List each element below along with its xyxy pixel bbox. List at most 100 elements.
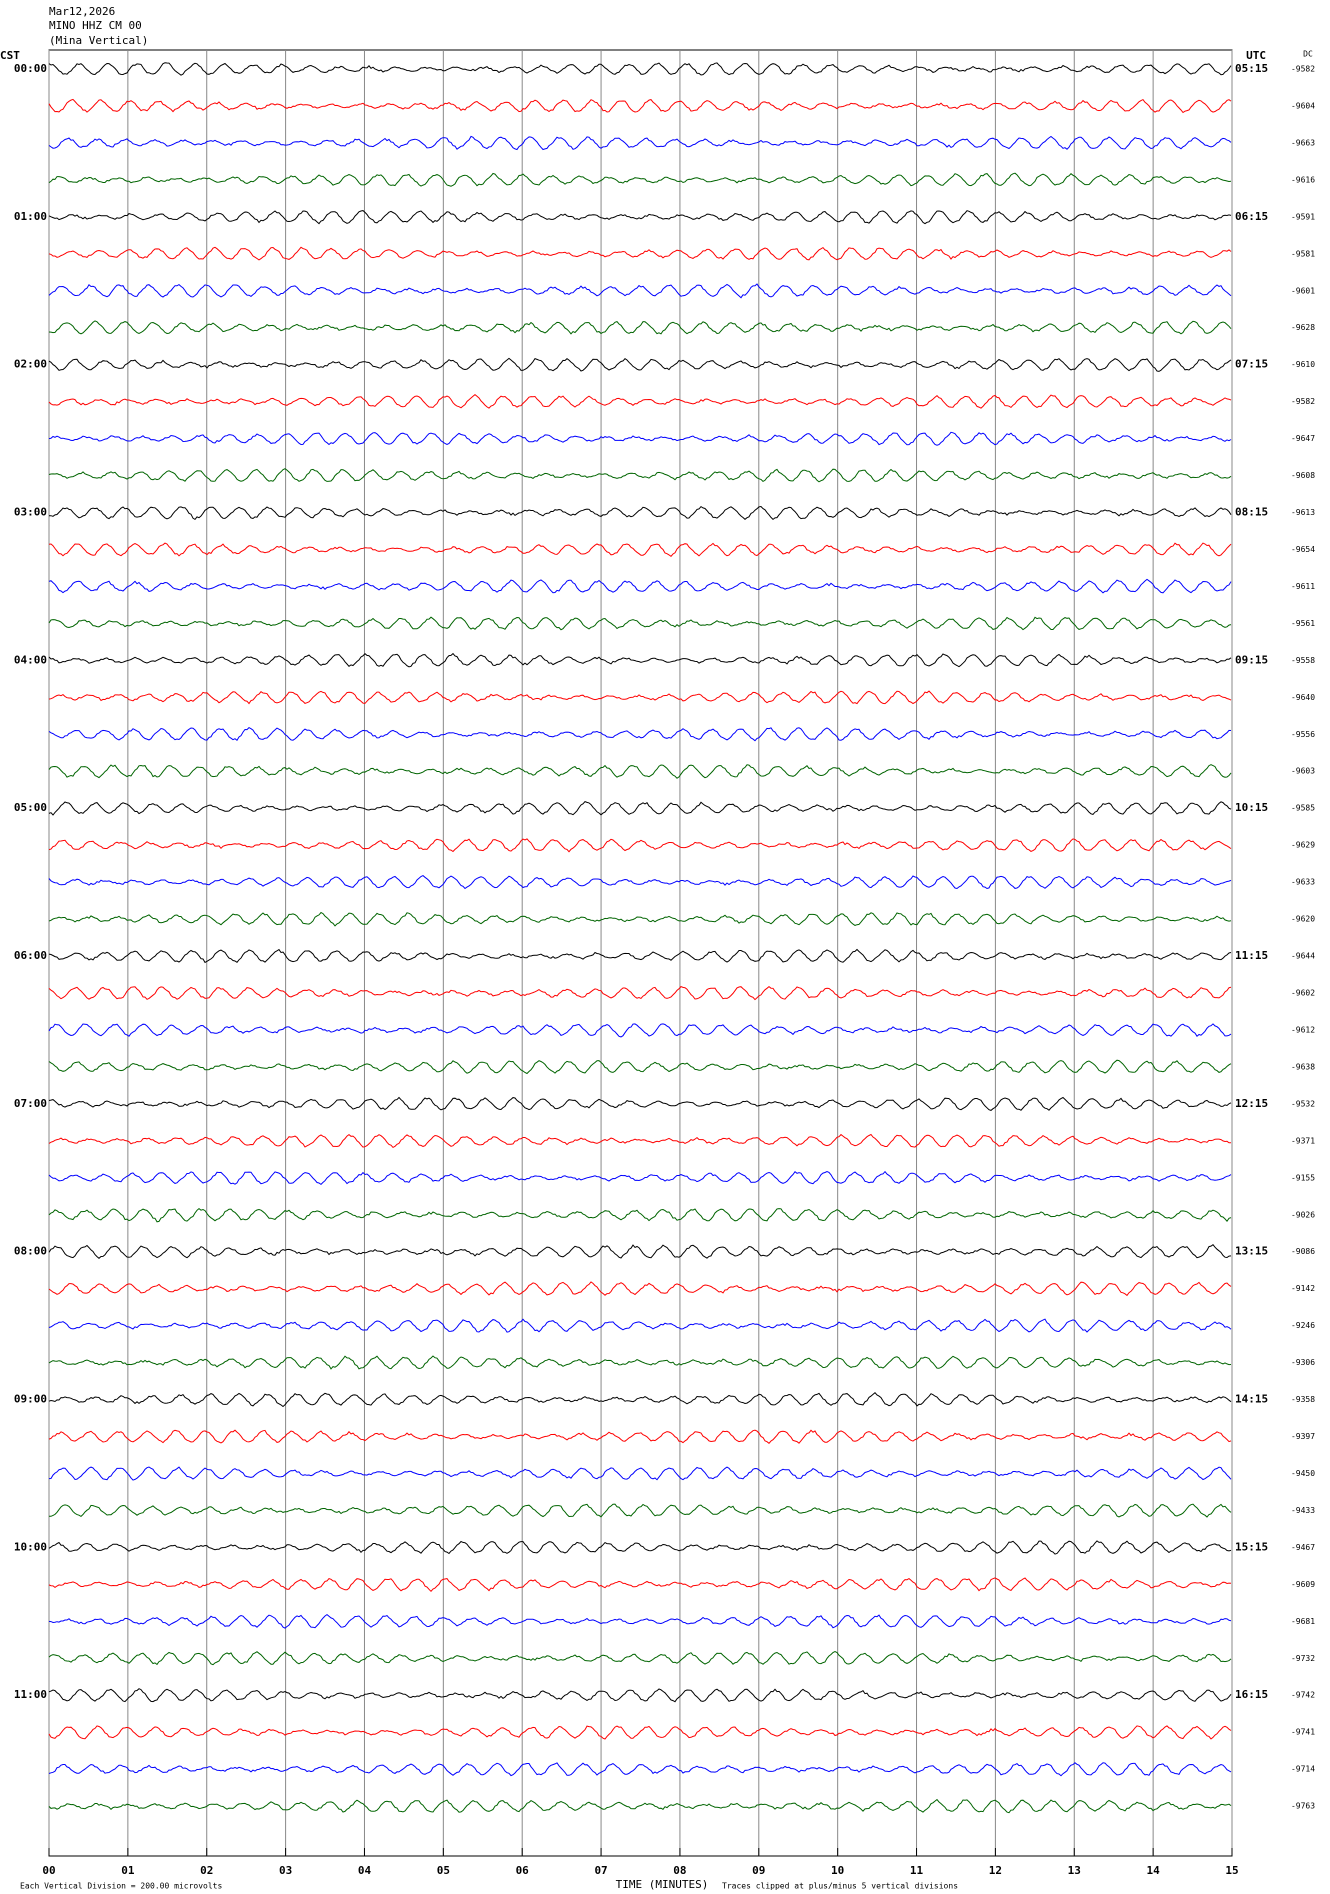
right-time: 07:15 bbox=[1235, 358, 1268, 371]
dc-value: -9616 bbox=[1291, 175, 1315, 184]
dc-value: -9732 bbox=[1291, 1654, 1315, 1663]
x-tick-label: 02 bbox=[200, 1864, 213, 1877]
dc-value: -9246 bbox=[1291, 1321, 1315, 1330]
x-tick-label: 13 bbox=[1068, 1864, 1081, 1877]
right-time: 10:15 bbox=[1235, 801, 1268, 814]
x-tick-label: 14 bbox=[1147, 1864, 1161, 1877]
trace bbox=[48, 1540, 1232, 1555]
x-tick-label: 09 bbox=[752, 1864, 765, 1877]
trace bbox=[48, 985, 1232, 1001]
trace bbox=[48, 1577, 1232, 1593]
trace bbox=[48, 468, 1232, 483]
right-time: 16:15 bbox=[1235, 1688, 1268, 1701]
dc-value: -9628 bbox=[1291, 323, 1315, 332]
right-time: 13:15 bbox=[1235, 1245, 1268, 1258]
x-tick-label: 05 bbox=[437, 1864, 450, 1877]
dc-value: -9663 bbox=[1291, 138, 1315, 147]
trace bbox=[48, 1613, 1232, 1629]
left-time: 09:00 bbox=[14, 1393, 47, 1406]
dc-value: -9155 bbox=[1291, 1173, 1315, 1182]
dc-value: -9633 bbox=[1291, 878, 1315, 887]
trace bbox=[48, 1391, 1232, 1408]
dc-value: -9640 bbox=[1291, 693, 1315, 702]
trace bbox=[48, 246, 1232, 261]
trace bbox=[48, 1023, 1232, 1038]
trace bbox=[48, 1762, 1232, 1777]
trace bbox=[48, 1688, 1232, 1703]
dc-value: -9613 bbox=[1291, 508, 1315, 517]
trace bbox=[48, 578, 1232, 594]
trace bbox=[48, 801, 1232, 816]
trace bbox=[48, 393, 1232, 409]
trace bbox=[48, 283, 1232, 299]
dc-value: -9608 bbox=[1291, 471, 1315, 480]
dc-value: -9371 bbox=[1291, 1136, 1315, 1145]
dc-value: -9620 bbox=[1291, 915, 1315, 924]
dc-value: -9532 bbox=[1291, 1099, 1315, 1108]
trace bbox=[48, 1651, 1232, 1666]
left-time: 07:00 bbox=[14, 1097, 47, 1110]
dc-value: -9763 bbox=[1291, 1802, 1315, 1811]
dc-value: -9450 bbox=[1291, 1469, 1315, 1478]
right-time: 09:15 bbox=[1235, 653, 1268, 666]
left-time: 03:00 bbox=[14, 506, 47, 519]
trace bbox=[48, 62, 1232, 76]
dc-value: -9467 bbox=[1291, 1543, 1315, 1552]
trace bbox=[48, 690, 1232, 705]
dc-value: -9397 bbox=[1291, 1432, 1315, 1441]
x-tick-label: 01 bbox=[121, 1864, 135, 1877]
trace bbox=[48, 357, 1232, 372]
trace bbox=[48, 1096, 1232, 1111]
right-label: UTC bbox=[1246, 49, 1266, 62]
trace bbox=[48, 135, 1232, 151]
dc-value: -9558 bbox=[1291, 656, 1315, 665]
dc-value: -9647 bbox=[1291, 434, 1315, 443]
trace bbox=[48, 1798, 1232, 1814]
x-tick-label: 11 bbox=[910, 1864, 924, 1877]
right-time: 05:15 bbox=[1235, 62, 1268, 75]
dc-value: -9638 bbox=[1291, 1062, 1315, 1071]
dc-value: -9582 bbox=[1291, 65, 1315, 74]
clip-note: Traces clipped at plus/minus 5 vertical … bbox=[722, 1882, 958, 1891]
x-tick-label: 12 bbox=[989, 1864, 1002, 1877]
right-time: 08:15 bbox=[1235, 506, 1268, 519]
dc-value: -9644 bbox=[1291, 952, 1315, 961]
right-time: 12:15 bbox=[1235, 1097, 1268, 1110]
dc-value: -9561 bbox=[1291, 619, 1315, 628]
dc-value: -9612 bbox=[1291, 1025, 1315, 1034]
dc-value: -9581 bbox=[1291, 249, 1315, 258]
trace bbox=[48, 1281, 1232, 1297]
dc-value: -9142 bbox=[1291, 1284, 1315, 1293]
dc-value: -9603 bbox=[1291, 767, 1315, 776]
x-tick-label: 06 bbox=[516, 1864, 530, 1877]
x-tick-label: 04 bbox=[358, 1864, 372, 1877]
dc-value: -9602 bbox=[1291, 989, 1315, 998]
trace bbox=[48, 911, 1232, 927]
dc-value: -9611 bbox=[1291, 582, 1315, 591]
trace bbox=[48, 1466, 1232, 1481]
trace bbox=[48, 1207, 1232, 1223]
dc-value: -9681 bbox=[1291, 1617, 1315, 1626]
x-tick-label: 08 bbox=[673, 1864, 686, 1877]
trace bbox=[48, 764, 1232, 779]
dc-value: -9609 bbox=[1291, 1580, 1315, 1589]
dc-value: -9629 bbox=[1291, 841, 1315, 850]
dc-value: -9582 bbox=[1291, 397, 1315, 406]
dc-value: -9585 bbox=[1291, 804, 1315, 813]
trace bbox=[48, 1318, 1232, 1333]
x-tick-label: 07 bbox=[594, 1864, 607, 1877]
header-line: (Mina Vertical) bbox=[49, 34, 148, 47]
dc-value: -9591 bbox=[1291, 212, 1315, 221]
dc-value: -9433 bbox=[1291, 1506, 1315, 1515]
trace bbox=[48, 1725, 1232, 1740]
dc-value: -9358 bbox=[1291, 1395, 1315, 1404]
dc-value: -9654 bbox=[1291, 545, 1315, 554]
x-tick-label: 15 bbox=[1225, 1864, 1238, 1877]
dc-value: -9601 bbox=[1291, 286, 1315, 295]
header-line: Mar12,2026 bbox=[49, 5, 115, 18]
trace bbox=[48, 875, 1232, 890]
left-time: 05:00 bbox=[14, 801, 47, 814]
x-tick-label: 10 bbox=[831, 1864, 844, 1877]
trace bbox=[48, 652, 1232, 668]
